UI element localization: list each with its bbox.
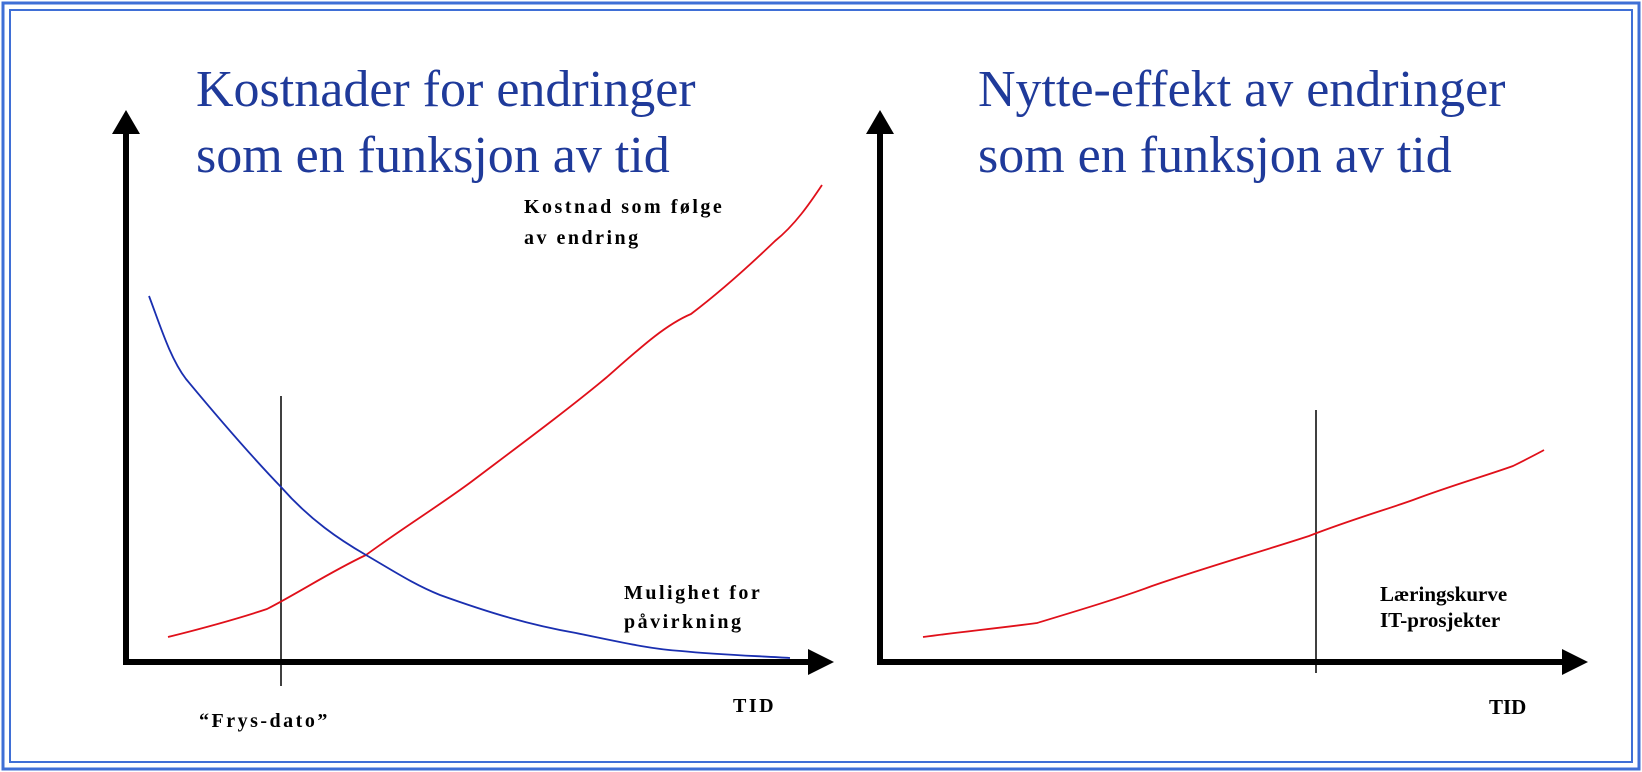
arrowhead: [866, 110, 894, 134]
arrowhead: [1562, 649, 1588, 675]
curve-label: av endring: [524, 227, 641, 249]
title-line: Nytte-effekt av endringer: [978, 61, 1505, 118]
curve-label: Kostnad som følge: [524, 196, 724, 218]
curve-label: IT-prosjekter: [1380, 608, 1500, 632]
title-line: som en funksjon av tid: [978, 127, 1452, 184]
curve-label: Læringskurve: [1380, 582, 1507, 606]
title-line: Kostnader for endringer: [196, 61, 696, 118]
title-line: som en funksjon av tid: [196, 127, 670, 184]
x-axis-label: TID: [1489, 695, 1526, 719]
arrowhead: [808, 649, 834, 675]
learning-curve: [922, 449, 1545, 638]
influence-curve: [148, 295, 791, 659]
curve-label: påvirkning: [624, 611, 743, 633]
curve-label: Mulighet for: [624, 582, 762, 604]
cost-curve: [167, 184, 823, 638]
arrowhead: [112, 110, 140, 134]
x-axis-label: TID: [733, 695, 776, 717]
freeze-label: “Frys-dato”: [199, 710, 330, 732]
frame-inner: [9, 9, 1633, 763]
